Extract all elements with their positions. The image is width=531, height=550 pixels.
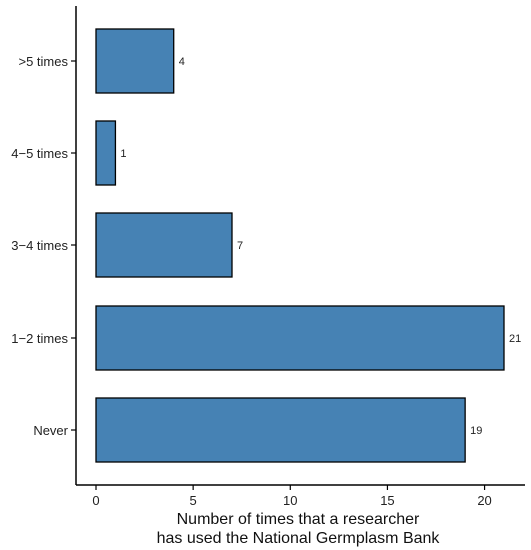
bar-value-label-4: 4: [179, 56, 185, 68]
x-tick-label-0: 0: [92, 493, 99, 508]
y-tick-labels: Never 1−2 times 3−4 times 4−5 times >5 times: [11, 54, 76, 438]
x-tick-label-4: 20: [477, 493, 491, 508]
y-tick-label-2: 3−4 times: [11, 238, 68, 253]
bar-value-label-0: 19: [470, 425, 482, 437]
bar-3: [95, 120, 117, 186]
y-tick-label-1: 1−2 times: [11, 331, 68, 346]
bar-value-label-3: 1: [120, 148, 126, 160]
bar-1: [95, 305, 505, 371]
y-tick-label-3: 4−5 times: [11, 146, 68, 161]
y-tick-label-4: >5 times: [19, 54, 69, 69]
x-axis-title-line-2: has used the National Germplasm Bank: [157, 530, 441, 547]
bar-2: [95, 212, 233, 278]
x-tick-label-1: 5: [190, 493, 197, 508]
bars-group: 19 21 7 1 4: [95, 28, 521, 463]
x-axis-title-line-1: Number of times that a researcher: [177, 511, 420, 528]
bar-value-label-1: 21: [509, 333, 521, 345]
x-tick-label-2: 10: [283, 493, 297, 508]
x-ticks: 0 5 10 15 20: [92, 485, 492, 508]
y-tick-label-0: Never: [33, 423, 68, 438]
bar-0: [95, 397, 466, 463]
bar-4: [95, 28, 175, 94]
bar-value-label-2: 7: [237, 240, 243, 252]
x-tick-label-3: 15: [380, 493, 394, 508]
